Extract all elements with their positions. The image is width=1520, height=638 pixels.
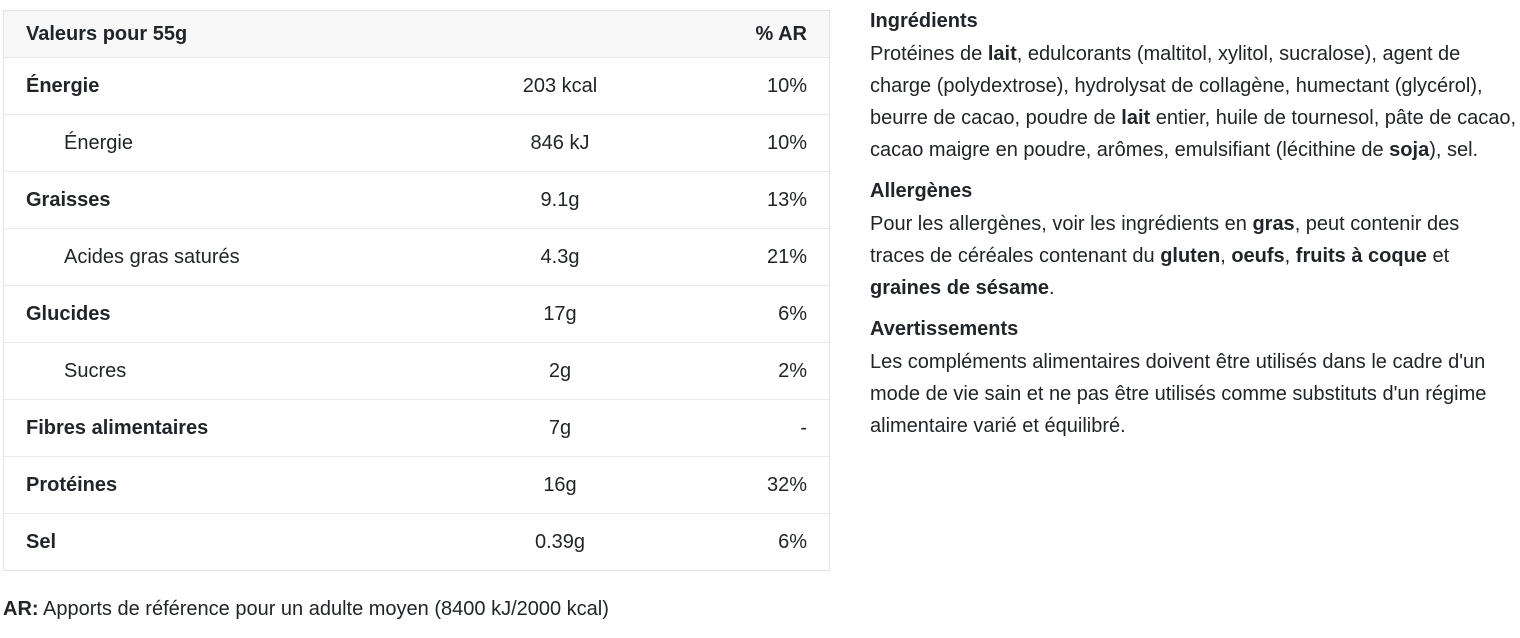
nutrient-percent: 6% bbox=[778, 302, 807, 325]
info-section: Allergènes Pour les allergènes, voir les … bbox=[870, 178, 1518, 304]
serving-size-label: Valeurs pour 55g bbox=[26, 22, 188, 45]
table-row: Énergie 846 kJ 10% bbox=[4, 114, 829, 171]
reference-intake-note: AR: Apports de référence pour un adulte … bbox=[3, 597, 830, 621]
bold-term: soja bbox=[1389, 139, 1430, 161]
info-section-text: Les compléments alimentaires doivent êtr… bbox=[870, 346, 1518, 442]
table-row: Fibres alimentaires 7g - bbox=[4, 399, 829, 456]
nutrient-value: 2g bbox=[548, 359, 572, 382]
info-section-title: Avertissements bbox=[870, 318, 1019, 340]
nutrient-percent: 21% bbox=[766, 245, 807, 268]
info-section-text: Protéines de lait, edulcorants (maltitol… bbox=[870, 38, 1518, 166]
nutrient-label: Glucides bbox=[26, 302, 111, 325]
info-section-title: Allergènes bbox=[870, 180, 973, 202]
nutrient-percent: 6% bbox=[778, 530, 807, 553]
ar-note-text: Apports de référence pour un adulte moye… bbox=[43, 598, 609, 620]
nutrient-label: Graisses bbox=[26, 188, 111, 211]
bold-term: graines de sésame bbox=[870, 277, 1049, 299]
nutrient-value: 203 kcal bbox=[522, 74, 598, 97]
nutrient-percent: - bbox=[800, 416, 807, 439]
nutrient-value: 4.3g bbox=[540, 245, 580, 268]
text-segment: Les compléments alimentaires doivent êtr… bbox=[870, 351, 1487, 437]
text-segment: , peut contenir des traces de céréales c… bbox=[870, 213, 1460, 267]
table-row: Sucres 2g 2% bbox=[4, 342, 829, 399]
nutrient-label: Énergie bbox=[64, 131, 133, 154]
bold-term: oeufs bbox=[1231, 245, 1285, 267]
table-row: Glucides 17g 6% bbox=[4, 285, 829, 342]
text-segment: Pour les allergènes, voir les ingrédient… bbox=[870, 213, 1253, 235]
nutrient-label: Fibres alimentaires bbox=[26, 416, 209, 439]
nutrient-percent: 10% bbox=[766, 131, 807, 154]
nutrient-percent: 2% bbox=[778, 359, 807, 382]
bold-term: lait bbox=[987, 43, 1017, 65]
nutrition-table-header: Valeurs pour 55g % AR bbox=[4, 11, 829, 57]
info-section: Ingrédients Protéines de lait, edulcorant… bbox=[870, 8, 1518, 166]
text-segment: . bbox=[1049, 277, 1055, 299]
nutrition-table-rows: Énergie 203 kcal 10% Énergie 846 kJ 10% Graiss… bbox=[4, 57, 829, 570]
info-section: Avertissements Les compléments alimentair… bbox=[870, 316, 1518, 442]
nutrient-percent: 32% bbox=[766, 473, 807, 496]
info-section-title: Ingrédients bbox=[870, 10, 978, 32]
table-row: Énergie 203 kcal 10% bbox=[4, 57, 829, 114]
nutrient-label: Sel bbox=[26, 530, 57, 553]
nutrient-value: 846 kJ bbox=[530, 131, 590, 154]
table-row: Graisses 9.1g 13% bbox=[4, 171, 829, 228]
product-info-column: Ingrédients Protéines de lait, edulcorant… bbox=[870, 8, 1518, 442]
text-segment: , bbox=[1284, 245, 1296, 267]
nutrient-label: Sucres bbox=[64, 359, 127, 382]
bold-term: lait bbox=[1121, 107, 1151, 129]
text-segment: et bbox=[1426, 245, 1450, 267]
table-row: Sel 0.39g 6% bbox=[4, 513, 829, 570]
nutrient-value: 9.1g bbox=[540, 188, 580, 211]
text-segment: Protéines de bbox=[870, 43, 988, 65]
nutrient-value: 0.39g bbox=[534, 530, 586, 553]
nutrition-table: Valeurs pour 55g % AR Énergie 203 kcal 10%… bbox=[3, 10, 830, 571]
nutrition-facts-column: Valeurs pour 55g % AR Énergie 203 kcal 10%… bbox=[3, 10, 830, 621]
nutrient-label: Protéines bbox=[26, 473, 118, 496]
text-segment: , edulcorants (maltitol, xylitol, sucral… bbox=[870, 43, 1483, 129]
nutrient-label: Acides gras saturés bbox=[64, 245, 240, 268]
percent-ar-header: % AR bbox=[755, 22, 807, 45]
nutrient-percent: 10% bbox=[766, 74, 807, 97]
nutrient-label: Énergie bbox=[26, 74, 100, 97]
nutrient-value: 7g bbox=[548, 416, 572, 439]
info-section-text: Pour les allergènes, voir les ingrédient… bbox=[870, 208, 1518, 304]
nutrient-value: 17g bbox=[543, 302, 577, 325]
nutrient-value: 16g bbox=[543, 473, 577, 496]
nutrient-percent: 13% bbox=[766, 188, 807, 211]
ar-abbreviation: AR: bbox=[3, 598, 39, 620]
bold-term: gras bbox=[1252, 213, 1295, 235]
text-segment: ), sel. bbox=[1429, 139, 1479, 161]
table-row: Acides gras saturés 4.3g 21% bbox=[4, 228, 829, 285]
text-segment: , bbox=[1220, 245, 1232, 267]
bold-term: fruits à coque bbox=[1295, 245, 1427, 267]
table-row: Protéines 16g 32% bbox=[4, 456, 829, 513]
bold-term: gluten bbox=[1160, 245, 1221, 267]
text-segment: entier, huile de tournesol, pâte de caca… bbox=[870, 107, 1517, 161]
